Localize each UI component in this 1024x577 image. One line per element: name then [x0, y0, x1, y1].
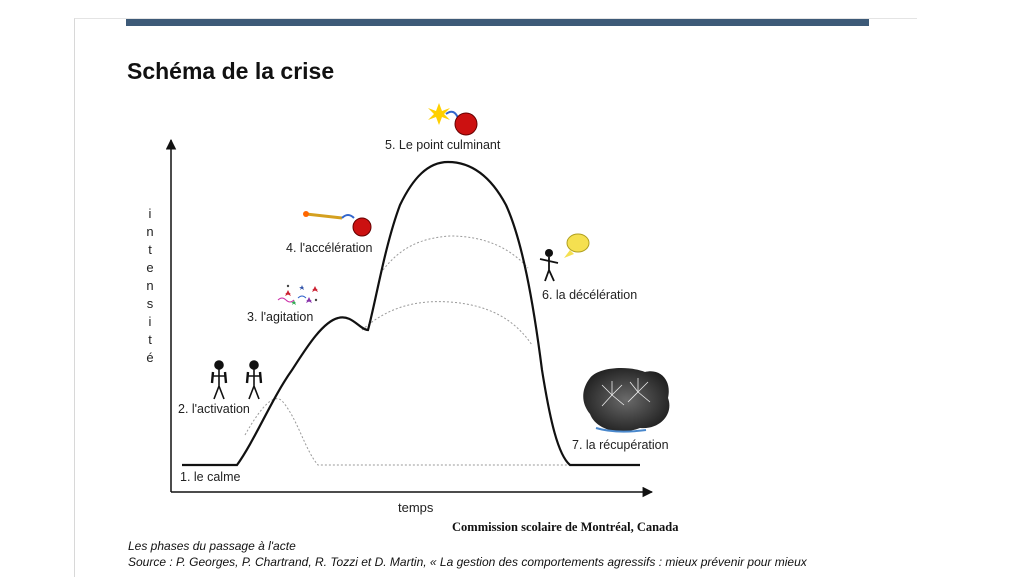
y-axis-label: i n t e n s i t é	[146, 206, 153, 365]
phase-label-acceleration: 4. l'accélération	[286, 241, 373, 255]
slide-panel	[74, 18, 917, 577]
y-label-letter: n	[146, 278, 153, 293]
y-label-letter: é	[146, 350, 153, 365]
phase-label-calme: 1. le calme	[180, 470, 240, 484]
dotted-curve-small	[244, 398, 568, 466]
phase-label-recuperation: 7. la récupération	[572, 438, 669, 452]
phase-label-deceleration: 6. la décélération	[542, 288, 637, 302]
figures-icon	[210, 360, 263, 400]
y-label-letter: i	[149, 206, 152, 221]
dotted-curve-medium	[361, 301, 533, 346]
slide-title: Schéma de la crise	[127, 58, 335, 84]
phase-label-agitation: 3. l'agitation	[247, 310, 313, 324]
credit-line: Commission scolaire de Montréal, Canada	[452, 520, 679, 534]
explosion-icon	[583, 368, 670, 433]
stars-icon	[277, 284, 318, 305]
lit-fuse-icon	[303, 211, 372, 237]
y-label-letter: t	[148, 332, 152, 347]
crisis-curve	[182, 160, 640, 467]
accent-bar	[126, 19, 869, 26]
y-label-letter: i	[149, 314, 152, 329]
y-label-letter: e	[146, 260, 153, 275]
dotted-curve-large	[382, 235, 529, 271]
caption-source: Source : P. Georges, P. Chartrand, R. To…	[128, 555, 807, 569]
phase-label-activation: 2. l'activation	[178, 402, 250, 416]
caption-title: Les phases du passage à l'acte	[128, 539, 296, 553]
y-label-letter: t	[148, 242, 152, 257]
bomb-icon	[428, 103, 478, 136]
phase-label-culminant: 5. Le point culminant	[385, 138, 501, 152]
x-axis-label: temps	[398, 500, 434, 515]
speech-bubble-icon	[539, 233, 590, 282]
y-label-letter: n	[146, 224, 153, 239]
y-label-letter: s	[147, 296, 154, 311]
